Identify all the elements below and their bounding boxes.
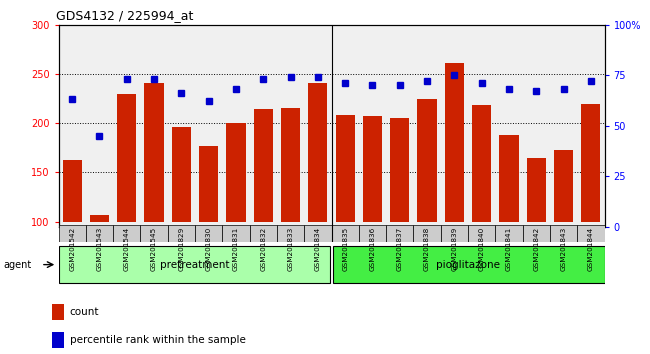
Bar [417, 99, 437, 222]
Text: GSM201834: GSM201834 [315, 227, 321, 271]
Text: percentile rank within the sample: percentile rank within the sample [70, 335, 246, 346]
Bar [222, 225, 250, 242]
Bar [445, 63, 464, 222]
Text: count: count [70, 307, 99, 317]
Text: GSM201830: GSM201830 [205, 227, 212, 271]
Text: pioglitazone: pioglitazone [436, 259, 500, 270]
Bar [413, 225, 441, 242]
Text: GSM201543: GSM201543 [96, 227, 103, 271]
Bar [523, 225, 550, 242]
Bar [199, 146, 218, 222]
Bar [332, 225, 359, 242]
Bar [58, 225, 86, 242]
Bar [254, 109, 273, 222]
Bar [359, 225, 386, 242]
Text: GSM201842: GSM201842 [533, 227, 540, 271]
Bar [577, 225, 605, 242]
Bar [277, 225, 304, 242]
Text: GSM201544: GSM201544 [124, 227, 130, 271]
Text: GSM201838: GSM201838 [424, 227, 430, 271]
Bar [363, 116, 382, 222]
Bar [390, 118, 410, 222]
Bar [468, 225, 495, 242]
Text: GSM201839: GSM201839 [451, 227, 458, 271]
Bar [140, 225, 168, 242]
Bar [526, 158, 546, 222]
Bar [226, 123, 246, 222]
Bar [335, 115, 355, 222]
Bar [495, 225, 523, 242]
Bar [250, 225, 277, 242]
Text: GSM201831: GSM201831 [233, 227, 239, 271]
Bar [304, 225, 332, 242]
Text: GSM201835: GSM201835 [342, 227, 348, 271]
Bar [550, 225, 577, 242]
Text: GSM201545: GSM201545 [151, 227, 157, 271]
Bar [195, 225, 222, 242]
Bar [52, 332, 64, 348]
Text: GSM201841: GSM201841 [506, 227, 512, 271]
Bar [441, 225, 468, 242]
Bar [113, 225, 140, 242]
Text: GSM201844: GSM201844 [588, 227, 594, 271]
Bar [386, 225, 413, 242]
Text: GSM201829: GSM201829 [178, 227, 185, 271]
Bar [308, 83, 328, 222]
Bar [52, 304, 64, 320]
Text: GSM201843: GSM201843 [560, 227, 567, 271]
Text: GSM201832: GSM201832 [260, 227, 266, 271]
Bar [144, 83, 164, 222]
Bar [172, 127, 191, 222]
Text: GSM201836: GSM201836 [369, 227, 376, 271]
Bar [58, 246, 330, 283]
Text: GSM201837: GSM201837 [396, 227, 403, 271]
Bar [333, 246, 604, 283]
Bar [90, 215, 109, 222]
Bar [86, 225, 113, 242]
Bar [554, 150, 573, 222]
Bar [168, 225, 195, 242]
Bar [499, 135, 519, 222]
Text: GSM201833: GSM201833 [287, 227, 294, 271]
Bar [281, 108, 300, 222]
Text: agent: agent [3, 259, 31, 270]
Bar [62, 160, 82, 222]
Bar [472, 104, 491, 222]
Text: pretreatment: pretreatment [161, 259, 229, 270]
Bar [581, 103, 601, 222]
Text: GSM201542: GSM201542 [69, 227, 75, 271]
Text: GDS4132 / 225994_at: GDS4132 / 225994_at [56, 9, 193, 22]
Bar [117, 94, 136, 222]
Text: GSM201840: GSM201840 [478, 227, 485, 271]
